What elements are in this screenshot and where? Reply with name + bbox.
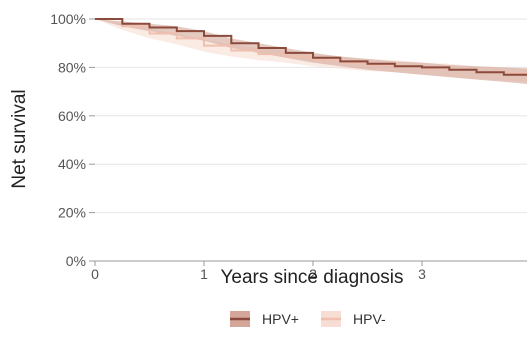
confidence-band-hpv-pos [95, 19, 527, 84]
y-tick-label: 20% [58, 205, 86, 221]
y-axis-label: Net survival [9, 89, 30, 188]
legend-item-hpv-positive: HPV+ [230, 311, 299, 327]
gridlines [95, 18, 527, 214]
legend-label: HPV+ [262, 311, 299, 327]
y-tick-label: 80% [58, 59, 86, 75]
y-tick-label: 0% [66, 253, 86, 269]
x-tick-label: 1 [200, 266, 208, 282]
legend-item-hpv-negative: HPV- [321, 311, 386, 327]
confidence-bands [95, 19, 527, 84]
y-tick-label: 60% [58, 108, 86, 124]
y-tick-label: 40% [58, 156, 86, 172]
series-lines [95, 18, 527, 76]
legend: HPV+ HPV- [230, 311, 386, 327]
axes: 0%20%40%60%80%100%01234 [50, 11, 527, 282]
series-line-hpv-positive [95, 18, 527, 76]
legend-label: HPV- [353, 311, 386, 327]
y-tick-label: 100% [50, 11, 86, 27]
x-tick-label: 0 [91, 266, 99, 282]
x-tick-label: 2 [309, 266, 317, 282]
x-tick-label: 3 [418, 266, 426, 282]
x-axis-label: Years since diagnosis [220, 267, 403, 288]
